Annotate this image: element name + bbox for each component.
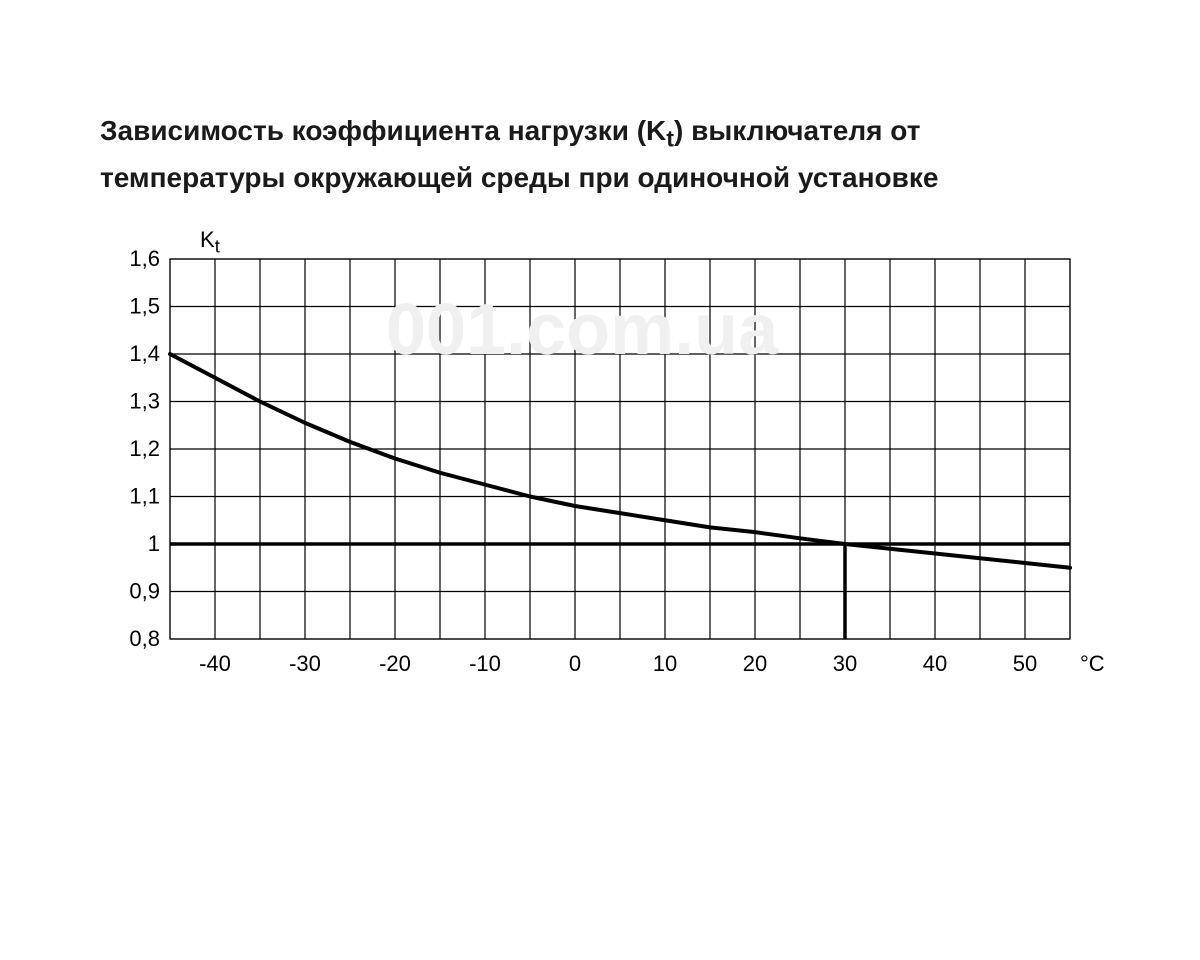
svg-text:0: 0 bbox=[569, 651, 581, 676]
title-sub: t bbox=[666, 126, 674, 152]
title-line1b: ) выключателя от bbox=[674, 115, 920, 146]
svg-text:1,5: 1,5 bbox=[129, 293, 160, 318]
svg-text:°C: °C bbox=[1080, 651, 1105, 676]
line-chart: 0,8 0,9 1 1,1 1,2 1,3 1,4 1,5 1,6 -40 -30 -20 -10 0 10… bbox=[100, 239, 1130, 689]
svg-text:1,4: 1,4 bbox=[129, 341, 160, 366]
y-axis-label-text: K bbox=[200, 227, 215, 252]
svg-text:1,1: 1,1 bbox=[129, 483, 160, 508]
svg-text:-40: -40 bbox=[199, 651, 231, 676]
svg-text:30: 30 bbox=[833, 651, 857, 676]
svg-text:-20: -20 bbox=[379, 651, 411, 676]
page: Зависимость коэффициента нагрузки (Kt) в… bbox=[0, 0, 1200, 960]
y-axis-label-sub: t bbox=[215, 235, 220, 256]
svg-text:10: 10 bbox=[653, 651, 677, 676]
title-line1a: Зависимость коэффициента нагрузки (K bbox=[100, 115, 666, 146]
chart-container: Kt 001.com.ua 0,80,911,11,21,31,41,51,6-… bbox=[100, 239, 1100, 689]
svg-text:0,9: 0,9 bbox=[129, 578, 160, 603]
svg-text:1,3: 1,3 bbox=[129, 388, 160, 413]
svg-text:0,8: 0,8 bbox=[129, 626, 160, 651]
svg-text:-10: -10 bbox=[469, 651, 501, 676]
svg-text:40: 40 bbox=[923, 651, 947, 676]
svg-text:50: 50 bbox=[1013, 651, 1037, 676]
svg-text:1: 1 bbox=[148, 531, 160, 556]
svg-text:-30: -30 bbox=[289, 651, 321, 676]
y-axis-label: Kt bbox=[200, 227, 220, 257]
chart-title: Зависимость коэффициента нагрузки (Kt) в… bbox=[100, 110, 1100, 199]
svg-text:1,2: 1,2 bbox=[129, 436, 160, 461]
title-line2: температуры окружающей среды при одиночн… bbox=[100, 162, 938, 193]
svg-text:20: 20 bbox=[743, 651, 767, 676]
svg-text:1,6: 1,6 bbox=[129, 246, 160, 271]
